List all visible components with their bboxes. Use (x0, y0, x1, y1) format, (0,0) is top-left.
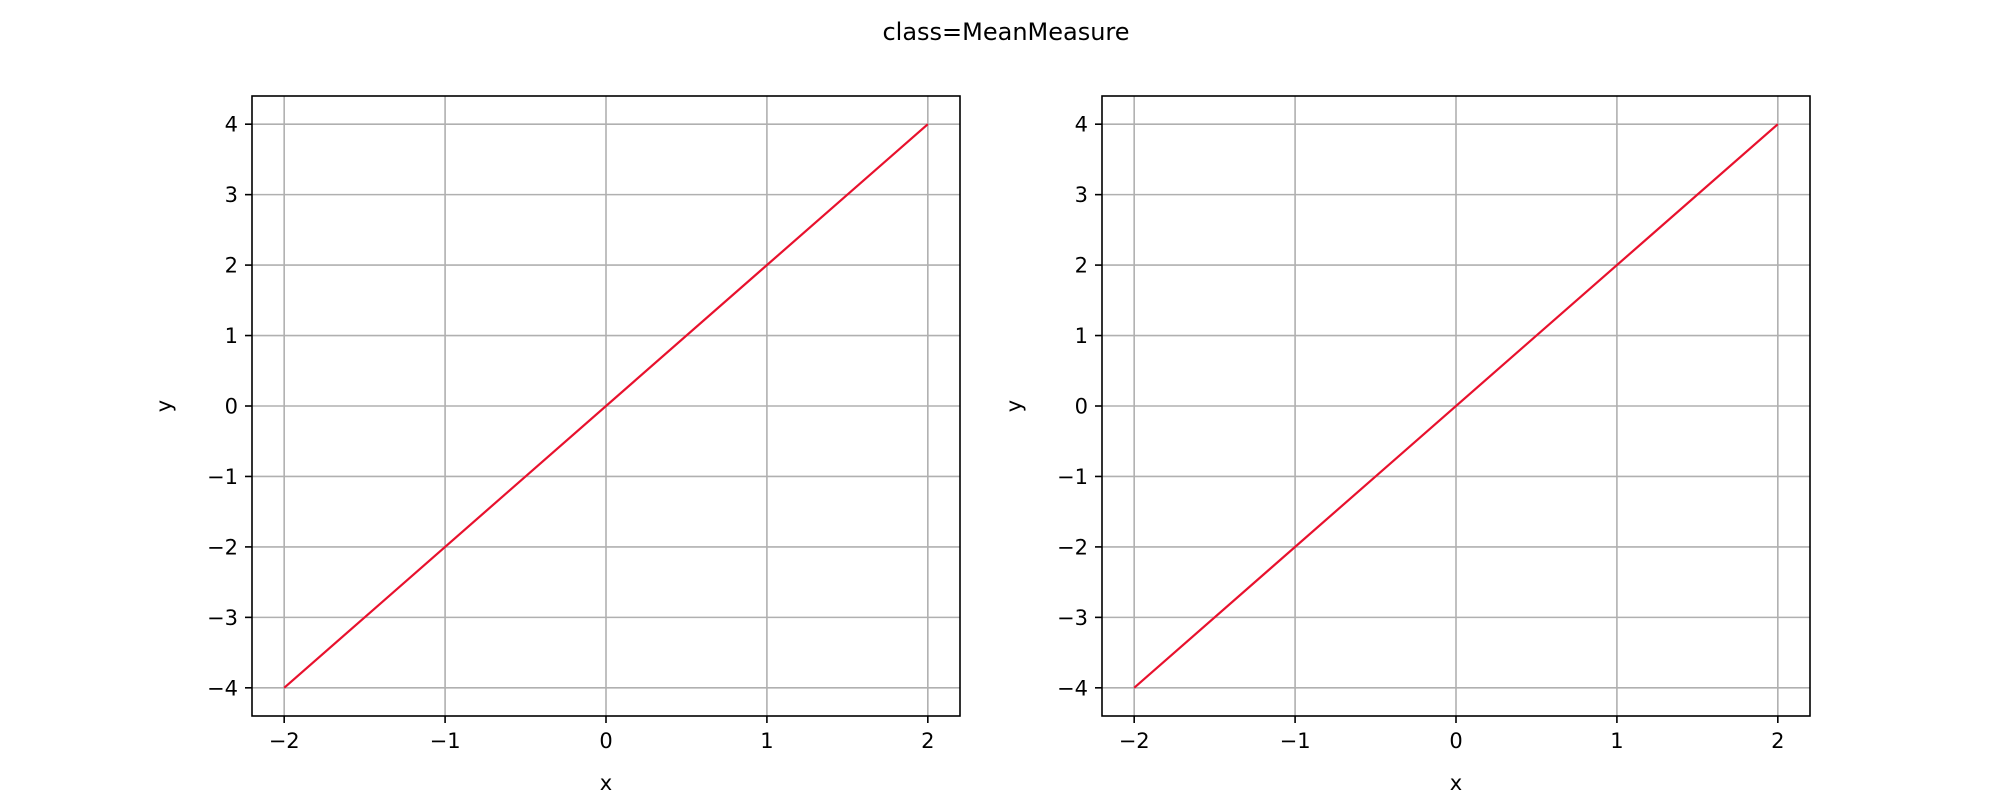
x-axis-label: x (600, 771, 612, 795)
y-tick-label: −3 (207, 606, 238, 630)
x-tick-label: 2 (1771, 729, 1784, 753)
y-tick-label: 1 (1075, 324, 1088, 348)
y-tick-label: −1 (1057, 465, 1088, 489)
y-tick-label: 4 (225, 113, 238, 137)
y-tick-label: 0 (225, 395, 238, 419)
x-tick-label: 1 (1610, 729, 1623, 753)
y-tick-label: −3 (1057, 606, 1088, 630)
y-tick-label: 3 (1075, 183, 1088, 207)
y-tick-label: −2 (1057, 535, 1088, 559)
y-tick-label: −1 (207, 465, 238, 489)
series-line-1 (283, 123, 929, 689)
y-tick-label: 2 (1075, 254, 1088, 278)
x-tick-label: −2 (1119, 729, 1150, 753)
x-tick-label: 1 (760, 729, 773, 753)
y-axis-label: y (152, 400, 176, 412)
y-tick-label: −2 (207, 535, 238, 559)
x-axis-label: x (1450, 771, 1462, 795)
series-line-1 (1133, 123, 1779, 689)
x-tick-label: 0 (599, 729, 612, 753)
y-axis-label: y (1002, 400, 1026, 412)
x-tick-label: −1 (430, 729, 461, 753)
y-tick-label: 0 (1075, 395, 1088, 419)
y-tick-label: 4 (1075, 113, 1088, 137)
subplot-2: −2 −1 0 1 2 −4 −3 −2 −1 0 1 2 3 4 x y (1002, 95, 1811, 795)
y-tick-label: −4 (1057, 676, 1088, 700)
subplots: −2 −1 0 1 2 −4 −3 −2 −1 0 1 2 3 4 x y −2 −1 0 1 2 −4 −3 −2 −1 0 1 2… (152, 95, 1811, 795)
x-tick-label: −2 (269, 729, 300, 753)
x-tick-label: −1 (1280, 729, 1311, 753)
y-tick-label: 3 (225, 183, 238, 207)
x-tick-label: 0 (1449, 729, 1462, 753)
y-tick-label: −4 (207, 676, 238, 700)
y-tick-label: 2 (225, 254, 238, 278)
subplot-1: −2 −1 0 1 2 −4 −3 −2 −1 0 1 2 3 4 x y (152, 95, 961, 795)
figure-title: class=MeanMeasure (882, 18, 1129, 46)
x-tick-label: 2 (921, 729, 934, 753)
y-tick-label: 1 (225, 324, 238, 348)
